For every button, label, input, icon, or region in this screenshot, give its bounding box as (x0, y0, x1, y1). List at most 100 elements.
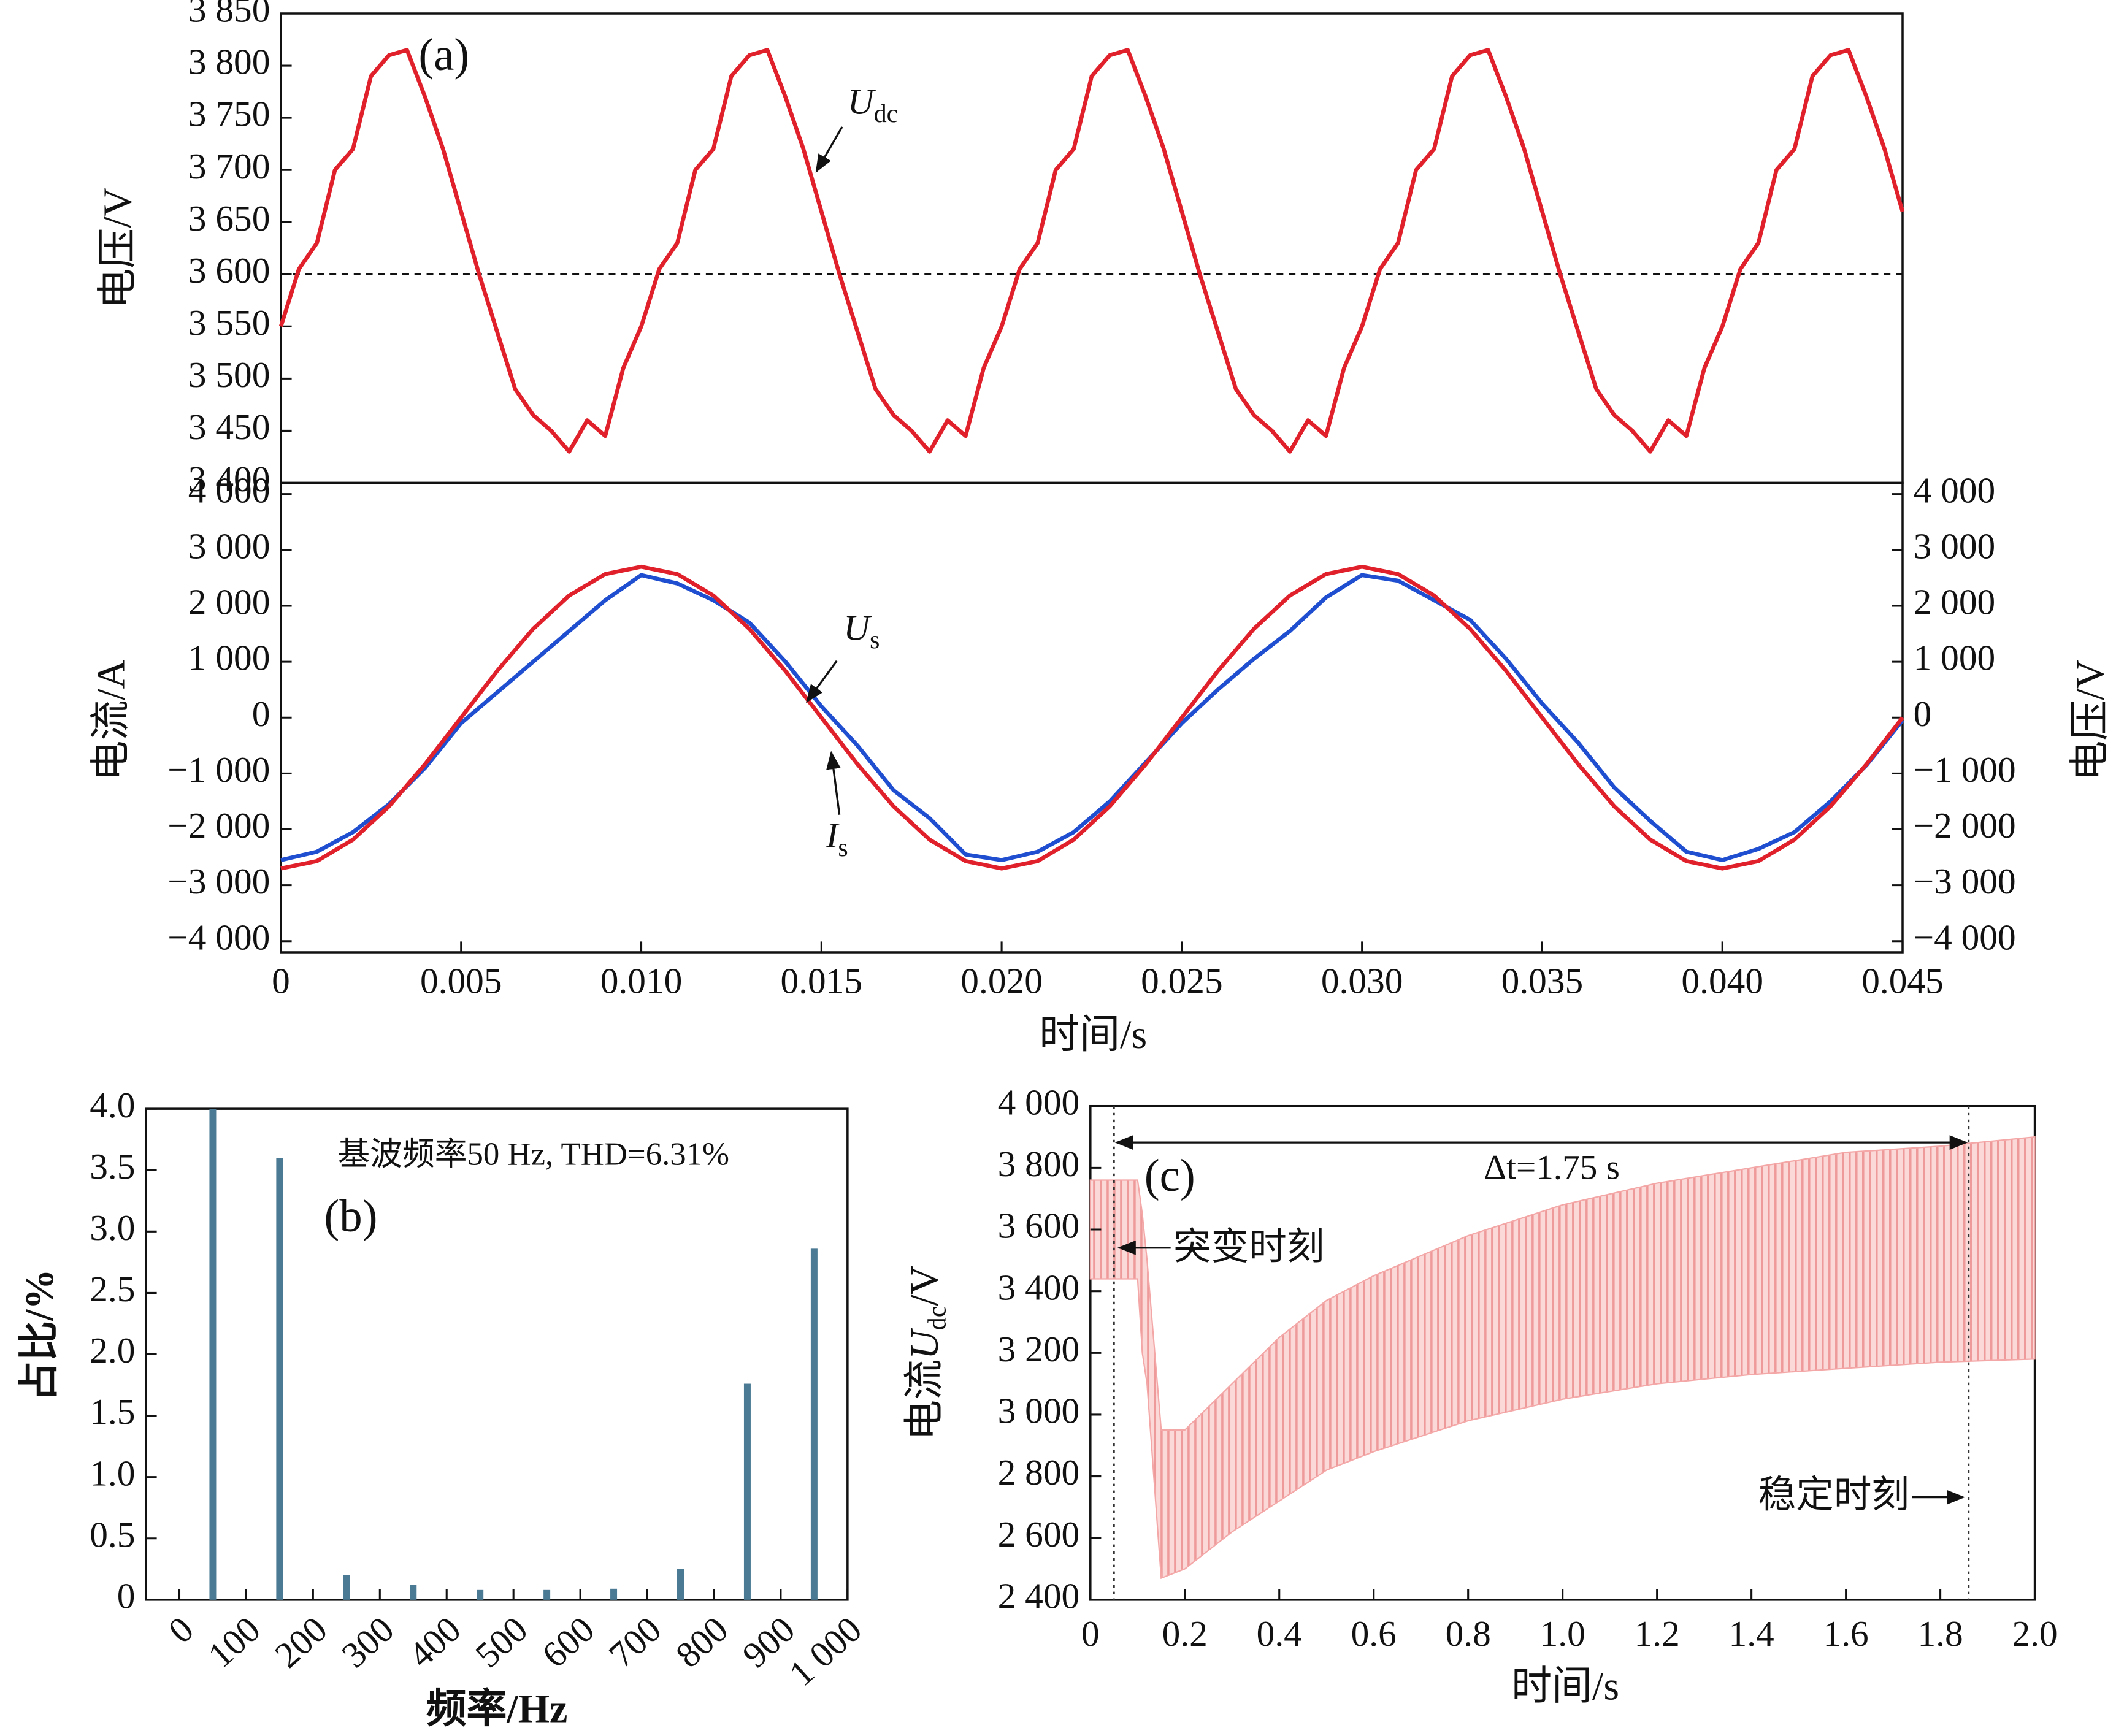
panel-label: (c) (1144, 1150, 1195, 1201)
bar (477, 1589, 484, 1600)
y-tick-label: −4 000 (1914, 917, 2016, 957)
x-tick-label: 200 (267, 1609, 334, 1676)
x-tick-label: 0 (1081, 1613, 1100, 1654)
x-tick-label: 1.4 (1729, 1613, 1774, 1654)
x-tick-label: 0.015 (781, 960, 863, 1001)
x-tick-label: 0 (161, 1609, 201, 1651)
bar (610, 1588, 618, 1600)
x-tick-label: 500 (467, 1609, 535, 1676)
y-tick-label: 4 000 (188, 470, 270, 510)
y-tick-label: 1 000 (1914, 638, 1996, 678)
x-tick-label: 600 (534, 1609, 602, 1676)
y-axis-label: 电流/A (89, 659, 134, 781)
x-tick-label: 1.0 (1540, 1613, 1585, 1654)
y-tick-label: 2 000 (1914, 582, 1996, 622)
y-tick-label: −1 000 (167, 749, 270, 790)
y-tick-label: 3 700 (188, 146, 270, 186)
event-label: 稳定时刻 (1758, 1474, 1909, 1516)
y-tick-label: 3 500 (188, 354, 270, 395)
y-tick-label: 2 400 (998, 1575, 1080, 1616)
y-tick-label: 3.0 (90, 1207, 135, 1248)
x-tick-label: 1.6 (1823, 1613, 1869, 1654)
panel-label: (a) (418, 29, 469, 80)
x-tick-label: 0.6 (1351, 1613, 1397, 1654)
x-tick-label: 2.0 (2012, 1613, 2057, 1654)
x-tick-label: 400 (401, 1609, 468, 1676)
x-tick-label: 0.045 (1861, 960, 1944, 1001)
y-tick-label: 3 750 (188, 94, 270, 134)
y-tick-label: 3 200 (998, 1329, 1080, 1369)
bar (743, 1383, 751, 1600)
y-tick-label: 3 450 (188, 407, 270, 447)
y-axis-label: 占比/% (17, 1269, 62, 1402)
y-tick-label: 0 (1914, 694, 1932, 734)
y-tick-label: 1.5 (90, 1391, 135, 1432)
y-tick-label: 2 600 (998, 1514, 1080, 1554)
y-tick-label: 3 800 (998, 1144, 1080, 1184)
y-tick-label: 0 (117, 1575, 136, 1616)
x-tick-label: 0.005 (420, 960, 502, 1001)
plot-frame (145, 1107, 849, 1601)
y-tick-label: 3 000 (1914, 526, 1996, 566)
y-tick-label: 3 600 (188, 250, 270, 291)
x-tick-label: 800 (668, 1609, 735, 1676)
x-axis-label: 时间/s (1511, 1664, 1619, 1708)
x-tick-label: 0 (272, 960, 290, 1001)
y-tick-label: 2.0 (90, 1330, 135, 1371)
bar (810, 1248, 818, 1600)
bar (209, 1109, 217, 1600)
series-line (278, 48, 1905, 454)
x-axis-label: 频率/Hz (426, 1687, 567, 1732)
annotation: 基波频率50 Hz, THD=6.31% (337, 1136, 729, 1172)
y-tick-label: 3 000 (188, 526, 270, 566)
y-tick-label: 4 000 (1914, 470, 1996, 510)
x-tick-label: 0.8 (1446, 1613, 1491, 1654)
x-tick-label: 0.030 (1321, 960, 1403, 1001)
y-tick-label: −1 000 (1914, 749, 2016, 790)
y-tick-label: −2 000 (1914, 805, 2016, 846)
y-axis-label: 电压/V (96, 188, 140, 309)
x-tick-label: 700 (601, 1609, 669, 1676)
plot-frame (280, 481, 1904, 954)
x-tick-label: 0.010 (600, 960, 683, 1001)
y-tick-label: 3 000 (998, 1391, 1080, 1431)
x-tick-label: 0.025 (1141, 960, 1223, 1001)
y-tick-label: 2.5 (90, 1269, 135, 1309)
oscillation-band (1089, 1136, 2036, 1580)
y-tick-label: −2 000 (167, 805, 270, 846)
x-tick-label: 0.4 (1257, 1613, 1302, 1654)
y-tick-label: 3 400 (998, 1267, 1080, 1307)
x-tick-label: 1 000 (781, 1609, 869, 1694)
y-tick-label: 2 800 (998, 1452, 1080, 1493)
interval-label: Δt=1.75 s (1484, 1148, 1620, 1187)
y-tick-label: 1 000 (188, 638, 270, 678)
y-axis-label: 电流Udc/V (902, 1266, 951, 1440)
series-line (280, 564, 1904, 871)
series-line (280, 573, 1904, 862)
y-tick-label: −4 000 (167, 917, 270, 957)
y-tick-label: 0.5 (90, 1514, 135, 1554)
panel-label: (b) (324, 1191, 377, 1242)
x-tick-label: 1.2 (1635, 1613, 1680, 1654)
series-label: Udc (848, 81, 898, 128)
x-axis-label: 时间/s (1039, 1012, 1147, 1057)
annotation-arrow (806, 660, 838, 703)
y-tick-label: 3 850 (188, 0, 270, 30)
event-label: 突变时刻 (1173, 1226, 1324, 1268)
bar (677, 1569, 684, 1600)
y-tick-label: 3 800 (188, 42, 270, 82)
y-tick-label: −3 000 (167, 861, 270, 901)
y-tick-label: 3.5 (90, 1146, 135, 1187)
y-tick-label: 3 550 (188, 302, 270, 343)
y-tick-label: 4.0 (90, 1085, 135, 1125)
bar (343, 1575, 350, 1600)
y-tick-label: 3 650 (188, 198, 270, 239)
bar (410, 1585, 417, 1600)
bar (276, 1158, 283, 1600)
y-tick-label: 2 000 (188, 582, 270, 622)
x-tick-label: 0.2 (1162, 1613, 1208, 1654)
y2-axis-label: 电压/V (2068, 660, 2113, 781)
series-label: Is (826, 815, 848, 862)
x-tick-label: 1.8 (1917, 1613, 1963, 1654)
